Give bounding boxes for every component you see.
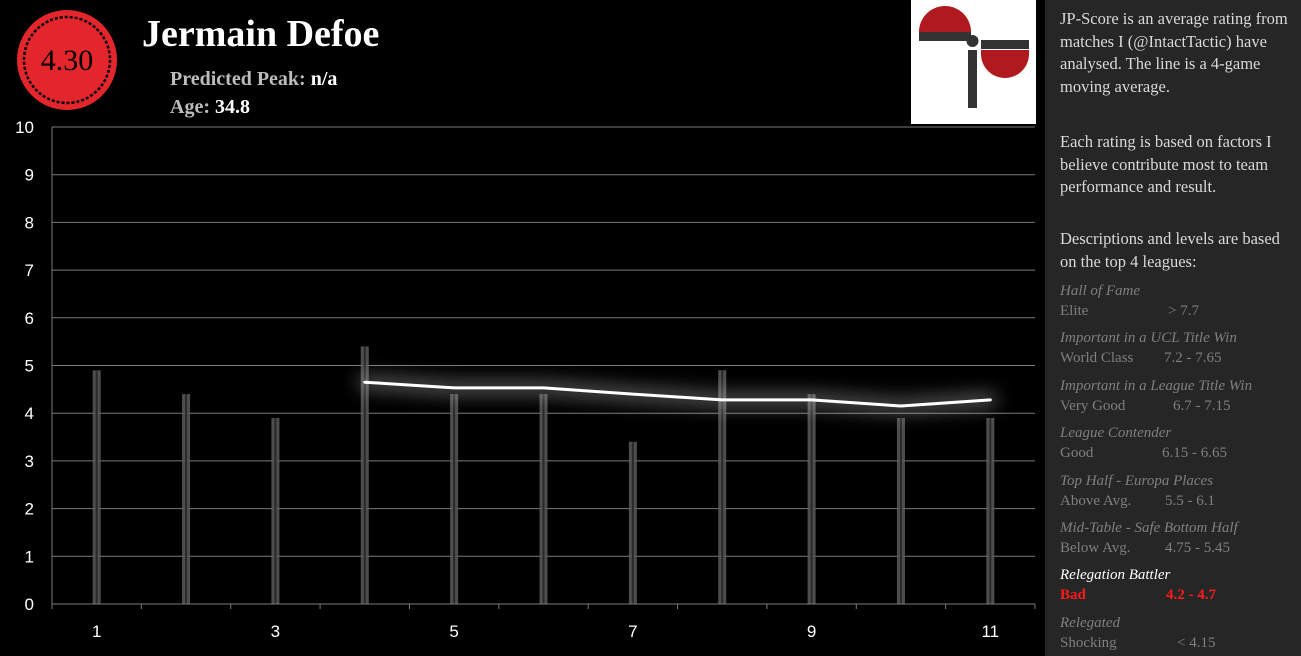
tier-description: Top Half - Europa Places — [1060, 472, 1214, 489]
tier-range: 4.2 - 4.7 — [1166, 587, 1216, 604]
age-label: Age: — [170, 96, 210, 118]
tier-item: Relegation Battler Bad 4.2 - 4.7 — [1060, 565, 1300, 605]
predicted-peak-value: n/a — [310, 68, 338, 90]
panel-intro: JP-Score is an average rating from match… — [1060, 9, 1288, 96]
age: Age: 34.8 — [170, 96, 250, 119]
tier-level-row: Very Good 6.7 - 7.15 — [1060, 396, 1300, 416]
x-tick-label: 11 — [981, 622, 999, 641]
moving-average-glow — [357, 375, 998, 414]
tier-level-name: Bad — [1060, 587, 1086, 604]
tier-description: Relegation Battler — [1060, 567, 1171, 584]
tier-level-name: Very Good — [1060, 397, 1126, 414]
tier-range: 6.7 - 7.15 — [1173, 397, 1231, 414]
rating-bar-core — [989, 417, 992, 604]
tier-level-row: Below Avg. 4.75 - 5.45 — [1060, 538, 1300, 558]
tier-level-name: Elite — [1060, 303, 1089, 319]
moving-average-line — [363, 380, 992, 408]
rating-bar-core — [274, 417, 277, 604]
predicted-peak-label: Predicted Peak: — [170, 68, 306, 90]
x-tick-label: 3 — [271, 622, 280, 641]
tier-range: 5.5 - 6.1 — [1165, 492, 1215, 509]
x-tick-label: 1 — [92, 622, 101, 641]
tier-level-row: Above Avg. 5.5 - 6.1 — [1060, 491, 1300, 511]
jp-logo — [911, 0, 1036, 124]
x-tick-label: 9 — [807, 622, 816, 641]
tier-level-name: World Class — [1060, 350, 1134, 367]
tier-level-name: Below Avg. — [1060, 540, 1131, 556]
info-panel: JP-Score is an average rating from match… — [1045, 0, 1301, 656]
y-tick-label: 10 — [15, 118, 34, 137]
tier-description: Relegated — [1060, 614, 1120, 631]
rating-bar-core — [363, 346, 366, 604]
rating-bar-core — [721, 370, 724, 604]
y-tick-label: 7 — [25, 261, 34, 280]
rating-bar-core — [542, 394, 545, 604]
tier-level-name: Shocking — [1060, 634, 1117, 651]
tier-item: Important in a League Title Win Very Good… — [1060, 376, 1300, 416]
tier-description: Important in a League Title Win — [1060, 377, 1253, 394]
tier-level-name: Above Avg. — [1060, 492, 1132, 509]
y-tick-label: 2 — [25, 500, 34, 519]
player-name: Jermain Defoe — [142, 13, 380, 55]
y-tick-label: 9 — [25, 166, 34, 185]
y-tick-label: 6 — [25, 309, 34, 328]
tier-item: League Contender Good 6.15 - 6.65 — [1060, 423, 1300, 463]
tier-range: 6.15 - 6.65 — [1162, 445, 1227, 462]
x-tick-label: 7 — [628, 622, 637, 641]
tier-item: Hall of Fame Elite > 7.7 — [1060, 281, 1300, 321]
y-tick-label: 1 — [25, 547, 34, 566]
y-tick-label: 8 — [25, 213, 34, 232]
panel-levels-note: Descriptions and levels are based on the… — [1060, 229, 1280, 271]
rating-bar-core — [899, 417, 902, 604]
tier-description: League Contender — [1060, 425, 1172, 442]
y-tick-label: 4 — [25, 404, 34, 423]
rating-bar-core — [185, 394, 188, 604]
tier-item: Top Half - Europa Places Above Avg. 5.5 - … — [1060, 471, 1300, 511]
tier-item: Relegated Shocking < 4.15 — [1060, 613, 1300, 653]
y-tick-label: 0 — [25, 595, 34, 614]
score-badge: 4.30 — [17, 10, 117, 110]
rating-bar-core — [453, 394, 456, 604]
tier-range: > 7.7 — [1168, 303, 1199, 319]
tier-level-name: Good — [1060, 445, 1094, 462]
x-tick-label: 5 — [449, 622, 458, 641]
y-tick-label: 3 — [25, 452, 34, 471]
tier-level-row: Bad 4.2 - 4.7 — [1060, 585, 1300, 605]
tier-level-row: Good 6.15 - 6.65 — [1060, 443, 1300, 463]
tier-range: 4.75 - 5.45 — [1165, 540, 1230, 556]
predicted-peak: Predicted Peak: n/a — [170, 68, 337, 91]
rating-bar-core — [95, 370, 98, 604]
y-tick-label: 5 — [25, 357, 34, 376]
age-value: 34.8 — [214, 96, 250, 118]
tier-level-row: Elite > 7.7 — [1060, 301, 1300, 321]
tier-description: Hall of Fame — [1060, 283, 1140, 299]
tier-level-row: World Class 7.2 - 7.65 — [1060, 348, 1300, 368]
tier-level-row: Shocking < 4.15 — [1060, 633, 1300, 653]
tier-description: Mid-Table - Safe Bottom Half — [1060, 520, 1238, 536]
tier-item: Mid-Table - Safe Bottom Half Below Avg. 4.… — [1060, 518, 1300, 558]
tier-range: 7.2 - 7.65 — [1164, 350, 1222, 367]
panel-basis: Each rating is based on factors I believ… — [1060, 132, 1272, 196]
rating-chart: 0 1 2 3 4 5 6 7 8 9 10 1 3 5 7 9 11 — [15, 118, 1036, 641]
tier-range: < 4.15 — [1177, 634, 1216, 651]
rating-bar-core — [810, 394, 813, 604]
rating-bar-core — [631, 441, 634, 604]
tier-description: Important in a UCL Title Win — [1060, 330, 1237, 347]
tier-item: Important in a UCL Title Win World Class 7… — [1060, 328, 1300, 368]
score-value: 4.30 — [41, 44, 94, 77]
